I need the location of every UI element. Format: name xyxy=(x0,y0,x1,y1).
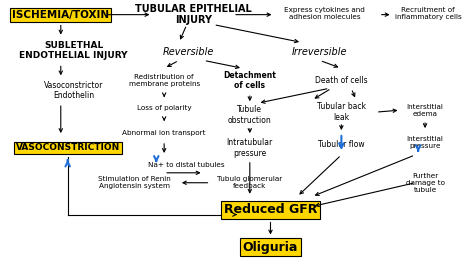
Text: Tubular flow: Tubular flow xyxy=(318,140,365,149)
Text: Interstitial
edema: Interstitial edema xyxy=(407,104,444,117)
Text: Tubulo glomerular
feedback: Tubulo glomerular feedback xyxy=(217,176,283,189)
Text: Tubular back
leak: Tubular back leak xyxy=(317,102,366,122)
Text: Interstitial
pressure: Interstitial pressure xyxy=(407,136,444,149)
Text: Intratubular
pressure: Intratubular pressure xyxy=(227,138,273,158)
Text: Death of cells: Death of cells xyxy=(315,76,368,85)
Text: Tubule
obstruction: Tubule obstruction xyxy=(228,105,272,125)
Text: Vasoconstrictor
Endothelin: Vasoconstrictor Endothelin xyxy=(44,81,103,100)
Text: Loss of polarity: Loss of polarity xyxy=(137,105,191,111)
Text: ISCHEMIA/TOXIN: ISCHEMIA/TOXIN xyxy=(12,10,109,20)
Text: Express cytokines and
adhesion molecules: Express cytokines and adhesion molecules xyxy=(284,7,365,20)
Text: Reversible: Reversible xyxy=(163,47,214,57)
Text: Detachment
of cells: Detachment of cells xyxy=(223,70,276,90)
Text: Redistribution of
membrane proteins: Redistribution of membrane proteins xyxy=(128,74,200,87)
Text: Irreversible: Irreversible xyxy=(292,47,347,57)
Text: TUBULAR EPITHELIAL
INJURY: TUBULAR EPITHELIAL INJURY xyxy=(135,4,252,26)
Text: Recruitment of
inflammatory cells: Recruitment of inflammatory cells xyxy=(395,7,461,20)
Text: Na+ to distal tubules: Na+ to distal tubules xyxy=(148,162,225,168)
Text: Stimulation of Renin
Angiotensin system: Stimulation of Renin Angiotensin system xyxy=(98,176,171,189)
Text: Reduced GFR: Reduced GFR xyxy=(224,203,317,216)
Text: Oliguria: Oliguria xyxy=(243,241,298,254)
Text: SUBLETHAL
ENDOTHELIAL INJURY: SUBLETHAL ENDOTHELIAL INJURY xyxy=(19,41,128,60)
Text: Abnormal ion transport: Abnormal ion transport xyxy=(122,130,206,136)
Text: VASOCONSTRICTION: VASOCONSTRICTION xyxy=(16,143,120,152)
Text: Further
damage to
tubule: Further damage to tubule xyxy=(406,173,445,193)
